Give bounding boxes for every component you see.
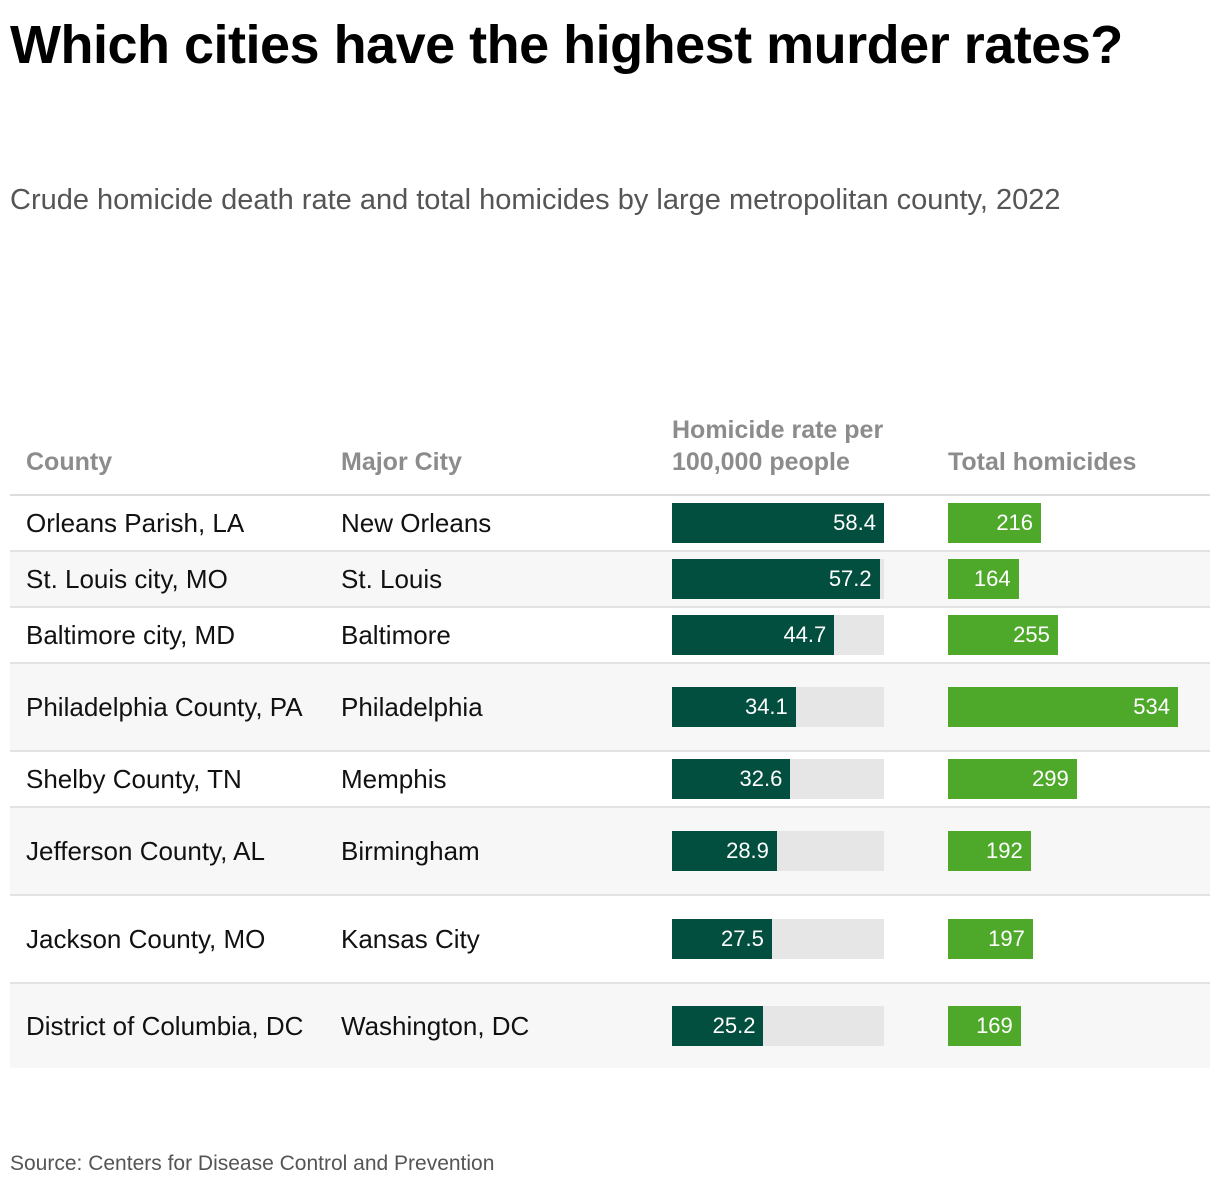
total-homicides-cell: 169	[948, 984, 1210, 1068]
major-city-cell: New Orleans	[341, 508, 492, 538]
rate-bar-track: 28.9	[672, 831, 884, 871]
total-bar: 534	[948, 687, 1178, 727]
rate-bar-track: 27.5	[672, 919, 884, 959]
total-homicides-cell: 197	[948, 896, 1210, 982]
total-bar: 169	[948, 1006, 1021, 1046]
rate-bar: 27.5	[672, 919, 772, 959]
county-cell: District of Columbia, DC	[26, 1011, 304, 1041]
homicide-rate-cell: 57.2	[672, 552, 884, 606]
rate-bar: 25.2	[672, 1006, 764, 1046]
homicide-rate-cell: 25.2	[672, 984, 884, 1068]
table-row: Shelby County, TN Memphis 32.6 299	[10, 752, 1210, 808]
major-city-cell: Birmingham	[341, 836, 480, 866]
homicide-rate-cell: 34.1	[672, 664, 884, 750]
total-bar-track: 169	[948, 1006, 1210, 1046]
rate-bar-track: 58.4	[672, 503, 884, 543]
rate-bar: 32.6	[672, 759, 791, 799]
homicide-rate-cell: 58.4	[672, 496, 884, 550]
data-table: County Major City Homicide rate per 100,…	[10, 380, 1210, 1068]
total-bar-track: 299	[948, 759, 1210, 799]
total-bar: 164	[948, 559, 1019, 599]
homicide-rate-cell: 27.5	[672, 896, 884, 982]
rate-bar-track: 57.2	[672, 559, 884, 599]
total-bar: 216	[948, 503, 1042, 543]
table-row: Philadelphia County, PA Philadelphia 34.1 5…	[10, 664, 1210, 752]
homicide-rate-cell: 28.9	[672, 808, 884, 894]
rate-bar-track: 44.7	[672, 615, 884, 655]
table-row: Orleans Parish, LA New Orleans 58.4 216	[10, 496, 1210, 552]
total-homicides-cell: 534	[948, 664, 1210, 750]
rate-bar: 34.1	[672, 687, 796, 727]
column-header-county: County	[26, 448, 113, 476]
chart-title: Which cities have the highest murder rat…	[10, 15, 1123, 75]
county-cell: Shelby County, TN	[26, 764, 242, 794]
total-bar: 255	[948, 615, 1058, 655]
county-cell: St. Louis city, MO	[26, 564, 228, 594]
column-header-major-city: Major City	[341, 448, 462, 476]
table-row: Jackson County, MO Kansas City 27.5 197	[10, 896, 1210, 984]
rate-bar-track: 32.6	[672, 759, 884, 799]
county-cell: Orleans Parish, LA	[26, 508, 245, 538]
homicide-rate-cell: 32.6	[672, 752, 884, 806]
rate-bar: 44.7	[672, 615, 835, 655]
table-body: Orleans Parish, LA New Orleans 58.4 216 St. …	[10, 496, 1210, 1068]
county-cell: Philadelphia County, PA	[26, 692, 303, 722]
rate-bar: 58.4	[672, 503, 884, 543]
total-homicides-cell: 192	[948, 808, 1210, 894]
total-homicides-cell: 299	[948, 752, 1210, 806]
major-city-cell: Memphis	[341, 764, 447, 794]
total-bar-track: 164	[948, 559, 1210, 599]
major-city-cell: Baltimore	[341, 620, 451, 650]
table-row: District of Columbia, DC Washington, DC 25…	[10, 984, 1210, 1068]
total-homicides-cell: 255	[948, 608, 1210, 662]
major-city-cell: St. Louis	[341, 564, 443, 594]
rate-bar-track: 25.2	[672, 1006, 884, 1046]
total-bar: 197	[948, 919, 1033, 959]
source-note: Source: Centers for Disease Control and …	[10, 1152, 495, 1175]
total-bar-track: 255	[948, 615, 1210, 655]
rate-bar: 57.2	[672, 559, 880, 599]
rate-bar: 28.9	[672, 831, 777, 871]
total-bar: 192	[948, 831, 1031, 871]
total-bar-track: 192	[948, 831, 1210, 871]
total-bar-track: 216	[948, 503, 1210, 543]
total-bar: 299	[948, 759, 1077, 799]
major-city-cell: Philadelphia	[341, 692, 483, 722]
rate-bar-track: 34.1	[672, 687, 884, 727]
county-cell: Jefferson County, AL	[26, 836, 265, 866]
table-row: Baltimore city, MD Baltimore 44.7 255	[10, 608, 1210, 664]
major-city-cell: Washington, DC	[341, 1011, 530, 1041]
total-homicides-cell: 164	[948, 552, 1210, 606]
total-bar-track: 534	[948, 687, 1210, 727]
table-row: St. Louis city, MO St. Louis 57.2 164	[10, 552, 1210, 608]
total-homicides-cell: 216	[948, 496, 1210, 550]
county-cell: Jackson County, MO	[26, 924, 266, 954]
table-row: Jefferson County, AL Birmingham 28.9 192	[10, 808, 1210, 896]
chart-subtitle: Crude homicide death rate and total homi…	[10, 184, 1061, 216]
homicide-rate-cell: 44.7	[672, 608, 884, 662]
county-cell: Baltimore city, MD	[26, 620, 235, 650]
total-bar-track: 197	[948, 919, 1210, 959]
column-header-homicide-rate: Homicide rate per 100,000 people	[672, 416, 884, 476]
column-header-total-homicides: Total homicides	[948, 448, 1137, 476]
major-city-cell: Kansas City	[341, 924, 480, 954]
table-header: County Major City Homicide rate per 100,…	[10, 380, 1210, 496]
